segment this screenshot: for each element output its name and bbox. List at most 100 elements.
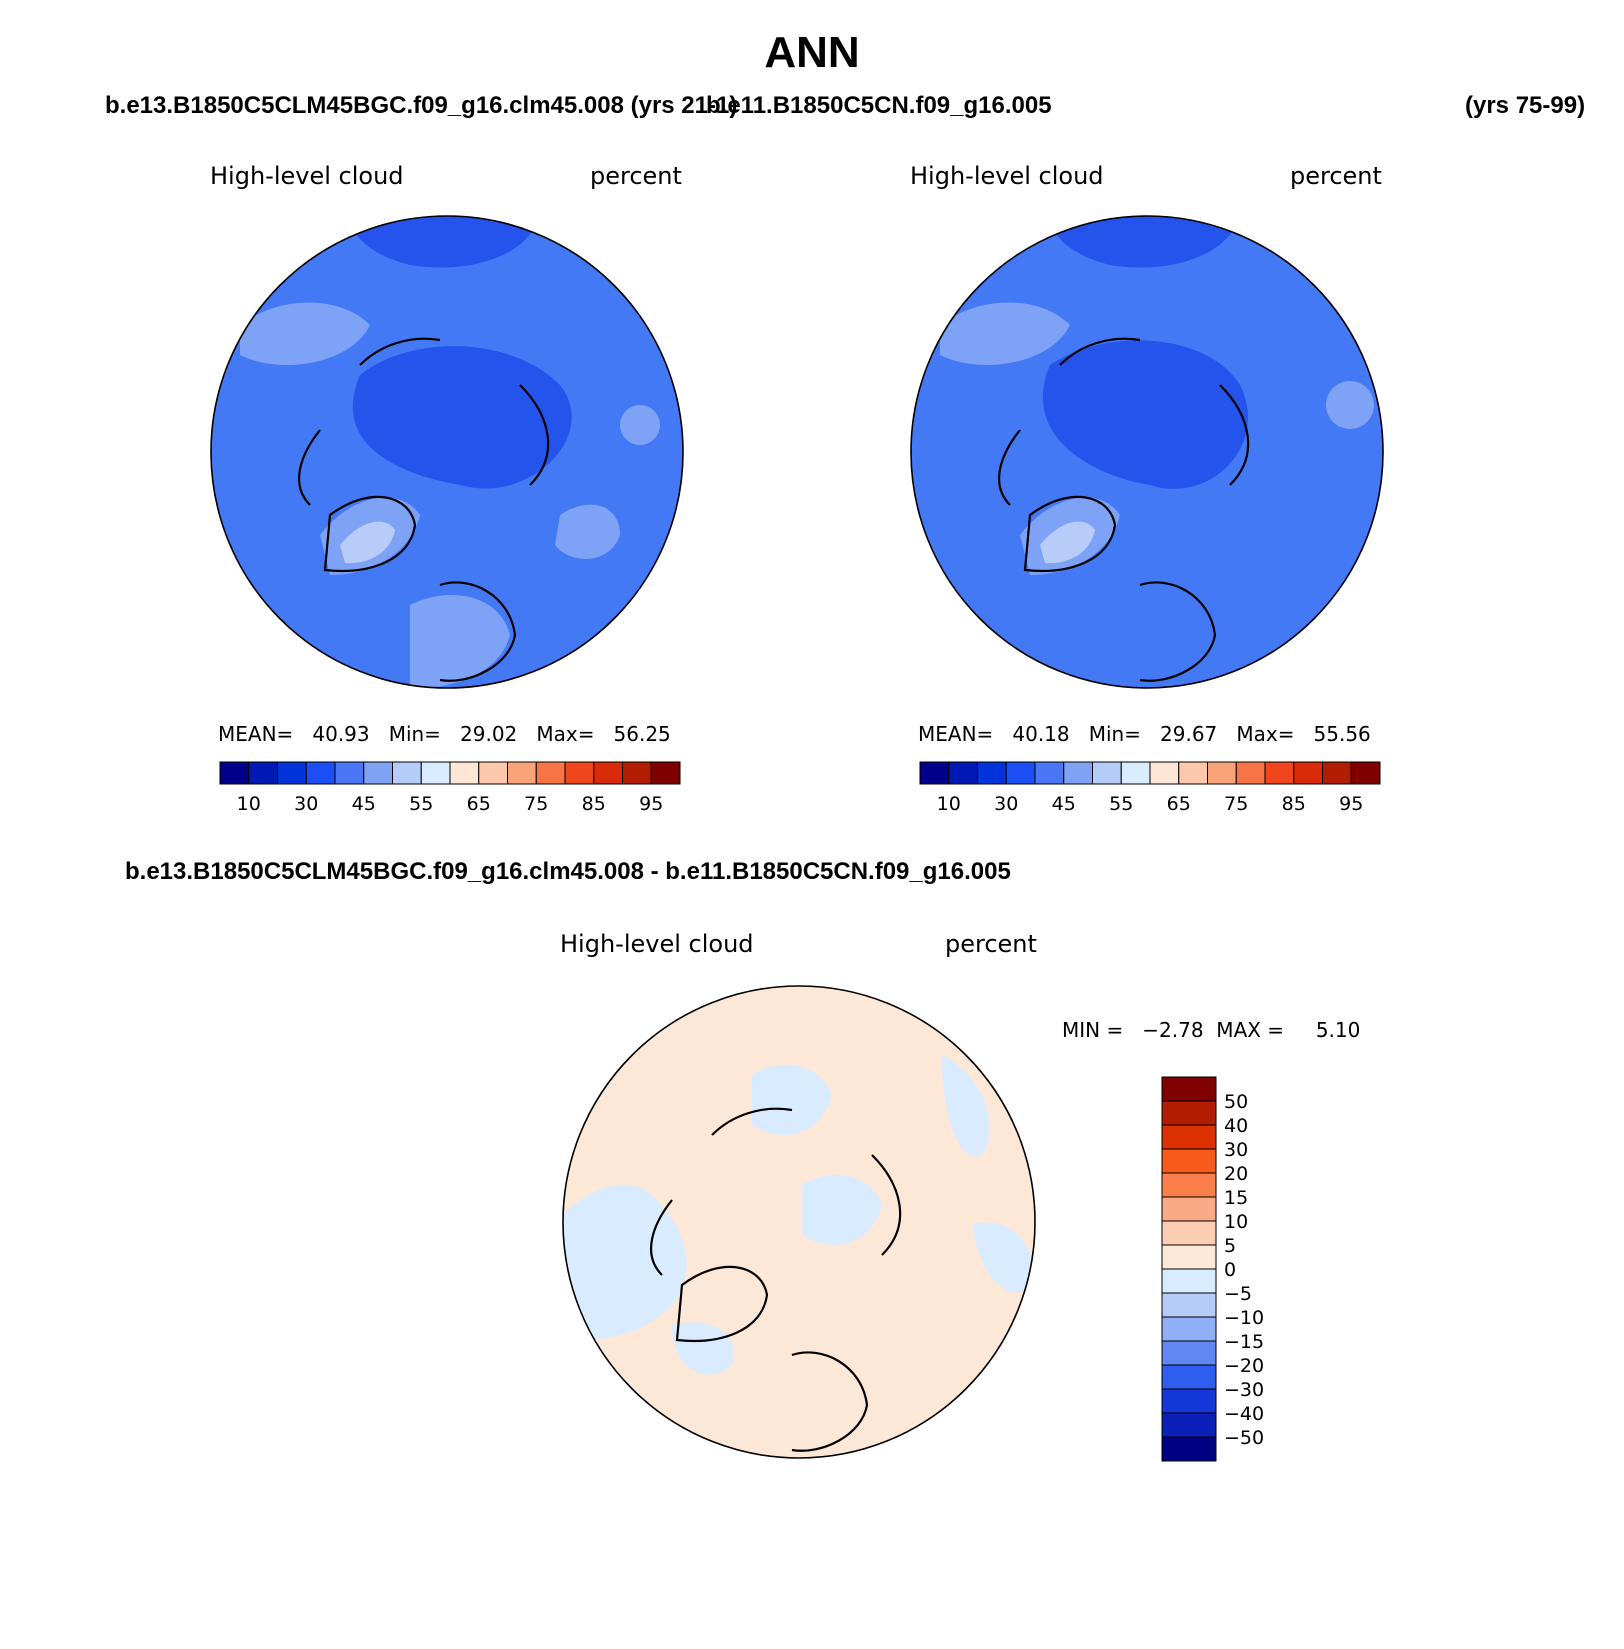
- colorbar-swatch: [919, 761, 950, 785]
- colorbar-tick-label: 55: [409, 793, 433, 815]
- colorbar-tick-label: 65: [467, 793, 491, 815]
- colorbar-tick-label: 75: [1224, 793, 1248, 815]
- colorbar-swatch: [593, 761, 623, 785]
- panel1-stats: MEAN= 40.93 Min= 29.02 Max= 56.25: [218, 722, 671, 746]
- colorbar-tick-label: 5: [1224, 1235, 1236, 1257]
- colorbar-tick-label: 55: [1109, 793, 1133, 815]
- colorbar-swatches: [919, 761, 1381, 785]
- colorbar-swatch: [1178, 761, 1208, 785]
- colorbar-swatch: [219, 761, 250, 785]
- diff-stats: MIN = −2.78 MAX = 5.10: [1062, 1018, 1361, 1042]
- case-label-left: b.e13.B1850C5CLM45BGC.f09_g16.clm45.008 …: [105, 92, 738, 119]
- colorbar-swatch: [1293, 761, 1323, 785]
- colorbar-swatch: [1034, 761, 1065, 785]
- colorbar-tick-label: 0: [1224, 1259, 1236, 1281]
- colorbar-swatch: [507, 761, 537, 785]
- colorbar-tick-label: 30: [294, 793, 318, 815]
- colorbar-tick-label: 15: [1224, 1187, 1248, 1209]
- colorbar-swatch: [1161, 1148, 1217, 1174]
- map-polar-region: [352, 346, 572, 489]
- colorbar-swatch: [1322, 761, 1352, 785]
- panel2-stats: MEAN= 40.18 Min= 29.67 Max= 55.56: [918, 722, 1371, 746]
- colorbar-swatches: [1161, 1076, 1217, 1462]
- colorbar-swatch: [1161, 1172, 1217, 1198]
- colorbar-tick-label: −20: [1224, 1355, 1264, 1377]
- map-greenland-lightest: [340, 521, 395, 564]
- colorbar-tick-label: 45: [352, 793, 376, 815]
- colorbar-tick-label: 95: [639, 793, 663, 815]
- colorbar-swatch: [248, 761, 278, 785]
- panel1-colorbar: 10 30 45 55 65 75 85 95: [219, 761, 681, 815]
- colorbar-tick-label: 30: [994, 793, 1018, 815]
- colorbar-labels: 10 30 45 55 65 75 85 95: [937, 793, 1364, 815]
- colorbar-swatch: [1207, 761, 1237, 785]
- colorbar-swatch: [449, 761, 480, 785]
- colorbar-swatch: [1161, 1196, 1217, 1222]
- colorbar-swatch: [392, 761, 422, 785]
- panel1-map: [210, 215, 684, 689]
- colorbar-swatch: [1161, 1364, 1217, 1390]
- colorbar-swatch: [1005, 761, 1036, 785]
- map-light-band-left: [940, 302, 1070, 365]
- panel2-colorbar: 10 30 45 55 65 75 85 95: [919, 761, 1381, 815]
- colorbar-swatch: [1161, 1292, 1217, 1318]
- map-negative-region-bottom: [672, 1322, 734, 1375]
- map-north-region: [350, 216, 540, 268]
- colorbar-swatch: [1161, 1244, 1217, 1270]
- colorbar-swatch: [1161, 1388, 1217, 1414]
- map-negative-region-center: [752, 1064, 832, 1135]
- colorbar-swatch: [1235, 761, 1266, 785]
- colorbar-tick-label: 50: [1224, 1091, 1248, 1113]
- colorbar-swatch: [1120, 761, 1151, 785]
- case-years-right: (yrs 75-99): [1465, 92, 1586, 119]
- map-polar-region: [1042, 340, 1248, 489]
- colorbar-tick-label: 75: [524, 793, 548, 815]
- colorbar-swatch: [622, 761, 652, 785]
- colorbar-swatch: [1161, 1436, 1217, 1462]
- map-negative-region-right: [942, 1055, 990, 1157]
- colorbar-swatch: [1161, 1412, 1217, 1438]
- colorbar-swatch: [1161, 1124, 1217, 1150]
- colorbar-swatch: [1264, 761, 1295, 785]
- map-light-patch: [1326, 381, 1374, 429]
- colorbar-swatch: [1350, 761, 1381, 785]
- panel1-variable: High-level cloud: [210, 162, 404, 190]
- map-light-band-right: [555, 504, 620, 559]
- page-title: ANN: [764, 28, 860, 77]
- colorbar-tick-label: −5: [1224, 1283, 1252, 1305]
- colorbar-tick-label: 85: [1282, 793, 1306, 815]
- colorbar-swatch: [420, 761, 451, 785]
- colorbar-swatch: [1161, 1268, 1217, 1294]
- map-north-region: [1050, 216, 1240, 268]
- panel2-map: [910, 215, 1384, 689]
- colorbar-swatch: [1092, 761, 1122, 785]
- colorbar-swatch: [305, 761, 336, 785]
- diff-label: b.e13.B1850C5CLM45BGC.f09_g16.clm45.008 …: [125, 858, 1011, 885]
- colorbar-swatch: [948, 761, 978, 785]
- colorbar-tick-label: −30: [1224, 1379, 1264, 1401]
- colorbar-swatch: [1161, 1316, 1217, 1342]
- colorbar-swatch: [535, 761, 566, 785]
- map-light-patch: [620, 405, 660, 445]
- colorbar-tick-label: 30: [1224, 1139, 1248, 1161]
- colorbar-labels: 10 30 45 55 65 75 85 95: [237, 793, 664, 815]
- map-light-band-left: [240, 302, 370, 365]
- colorbar-tick-label: 65: [1167, 793, 1191, 815]
- map-greenland-lightest: [1040, 521, 1095, 564]
- colorbar-swatch: [650, 761, 681, 785]
- colorbar-swatch: [478, 761, 508, 785]
- map-negative-region-arctic: [802, 1174, 882, 1245]
- colorbar-tick-label: −15: [1224, 1331, 1264, 1353]
- colorbar-swatch: [363, 761, 393, 785]
- case-label-right: b.e11.B1850C5CN.f09_g16.005: [706, 92, 1052, 119]
- diff-variable: High-level cloud: [560, 930, 754, 958]
- colorbar-tick-label: 95: [1339, 793, 1363, 815]
- colorbar-swatch: [977, 761, 1007, 785]
- colorbar-swatch: [1161, 1076, 1217, 1102]
- colorbar-tick-label: 10: [1224, 1211, 1248, 1233]
- panel1-units: percent: [590, 162, 682, 190]
- map-negative-region-far-right: [972, 1222, 1035, 1293]
- colorbar-swatch: [1161, 1100, 1217, 1126]
